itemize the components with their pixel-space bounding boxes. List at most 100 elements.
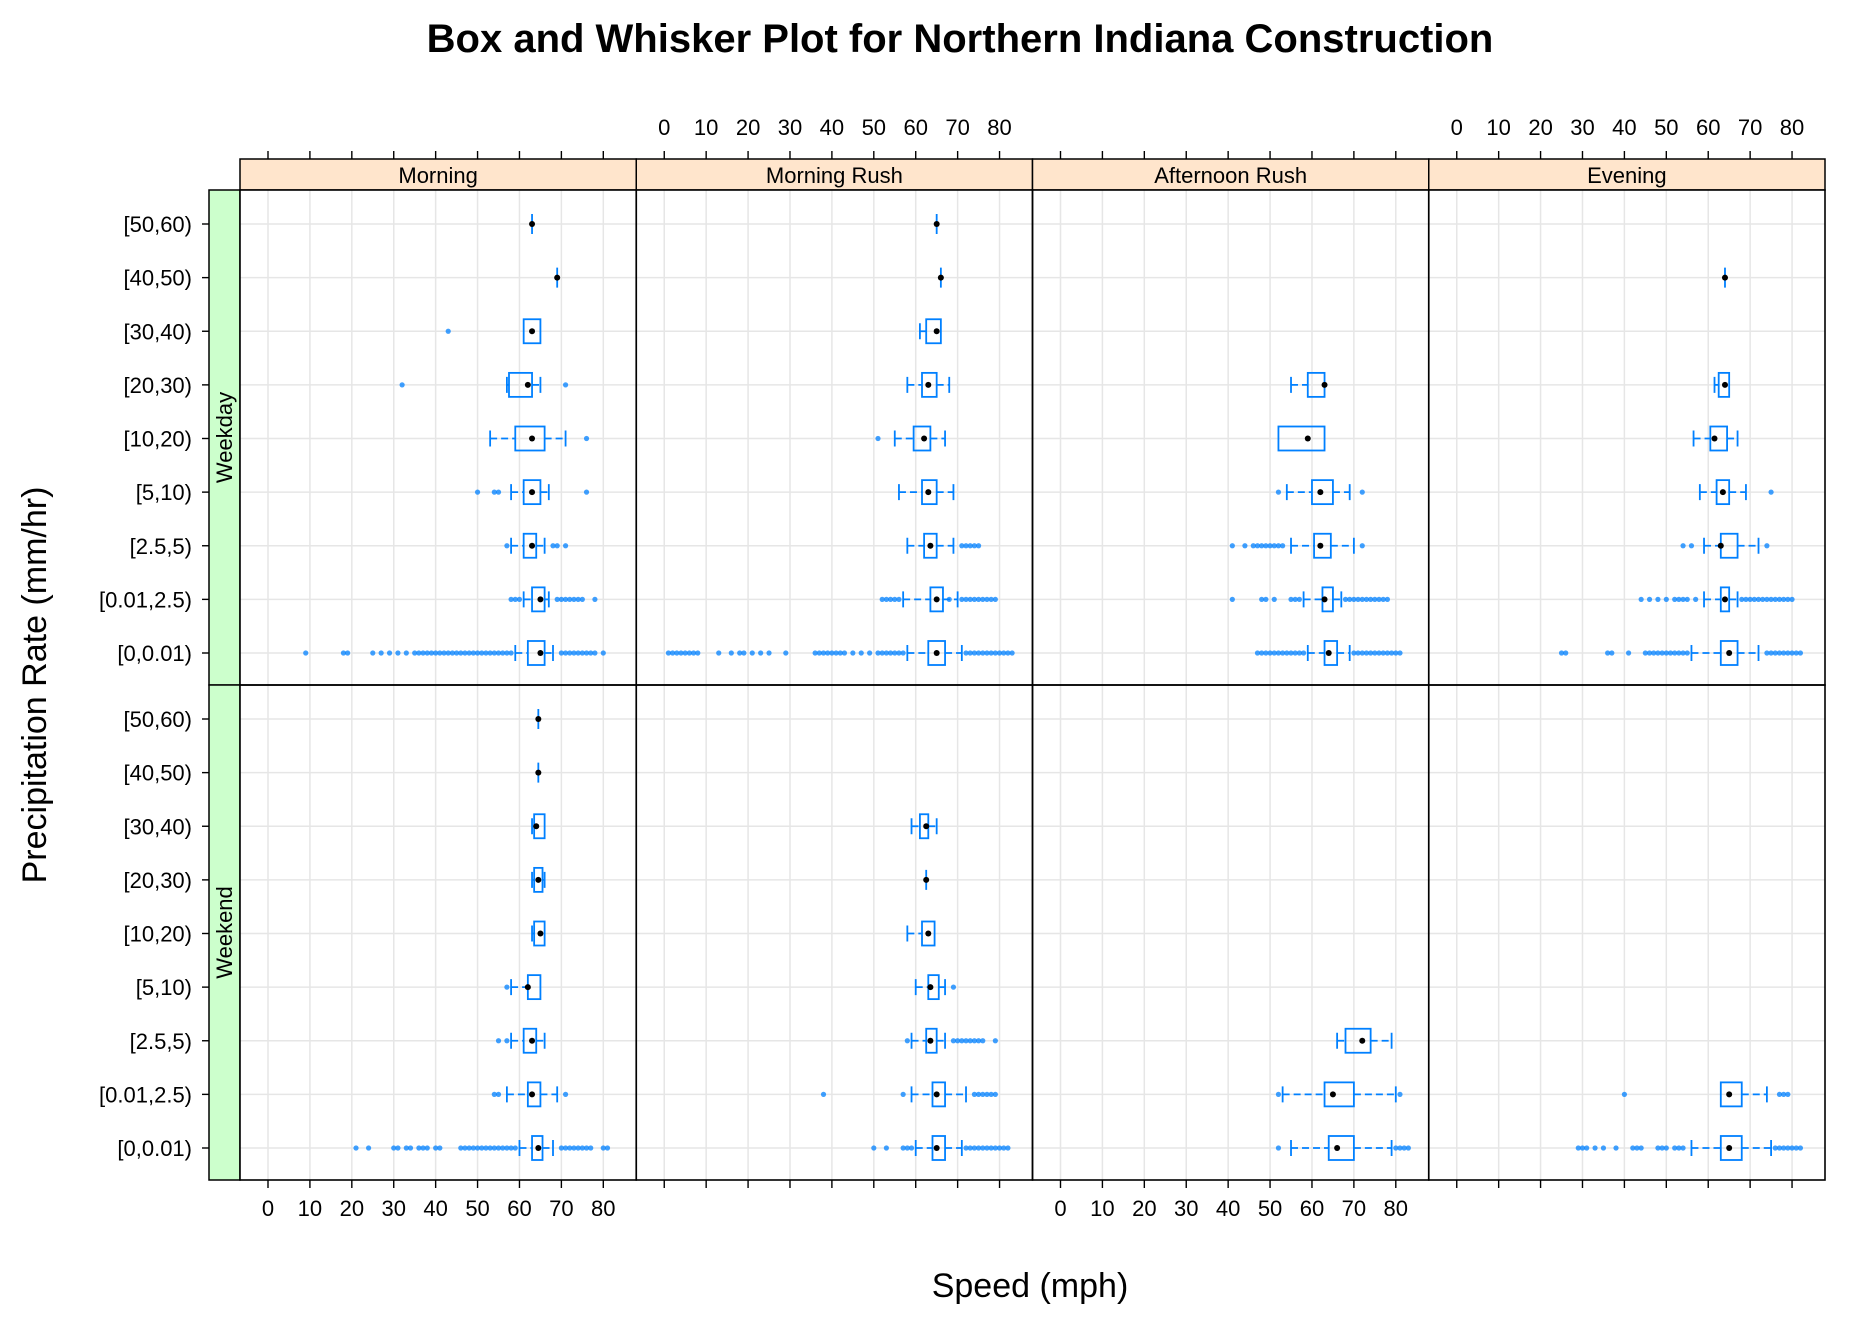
box-iqr — [921, 479, 938, 506]
outlier-point — [1009, 650, 1015, 656]
outlier-point — [984, 650, 990, 656]
median-dot — [1317, 542, 1324, 549]
x-axis-label: Speed (mph) — [932, 1267, 1129, 1305]
outlier-point — [495, 1145, 502, 1151]
x-tick-label-bottom: 60 — [507, 1196, 531, 1221]
box-iqr — [522, 1027, 538, 1054]
outlier-point — [420, 650, 426, 656]
outlier-point — [1743, 596, 1749, 602]
outlier-point — [1772, 596, 1778, 602]
outlier-point — [980, 596, 986, 602]
x-tick-label-top: 40 — [1612, 115, 1636, 140]
outlier-point — [583, 650, 590, 656]
outlier-point — [892, 650, 898, 656]
outlier-point — [1254, 650, 1261, 656]
outlier-point — [1638, 1145, 1644, 1151]
outlier-point — [1755, 596, 1762, 602]
outlier-point — [980, 650, 986, 656]
strip-label-evening: Evening — [1587, 163, 1667, 188]
outlier-point — [690, 650, 697, 656]
outlier-point — [571, 650, 577, 656]
box-iqr — [1719, 586, 1731, 613]
x-tick-label-bottom: 70 — [549, 1196, 573, 1221]
outlier-point — [1646, 596, 1653, 602]
outlier-point — [975, 1145, 982, 1151]
outlier-point — [887, 650, 894, 656]
outlier-point — [592, 650, 598, 656]
median-dot — [524, 984, 531, 991]
x-tick-label-bottom: 20 — [340, 1196, 364, 1221]
median-dot — [1334, 1145, 1341, 1151]
outlier-point — [1250, 543, 1256, 549]
panel-bg — [1032, 190, 1429, 685]
strip-morning-rush — [635, 158, 1034, 191]
outlier-point — [1363, 596, 1370, 602]
y-tick-label: [0,0.01) — [117, 641, 192, 666]
outlier-point — [1781, 1145, 1787, 1151]
outlier-point — [686, 650, 692, 656]
outlier-point — [1789, 650, 1795, 656]
outlier-point — [984, 596, 990, 602]
median-dot — [529, 435, 536, 442]
outlier-point — [491, 489, 497, 495]
outlier-point — [996, 650, 1003, 656]
outlier-point — [500, 650, 506, 656]
outlier-point — [1785, 650, 1791, 656]
box-iqr — [931, 1135, 946, 1161]
y-tick-label: [30,40) — [124, 319, 193, 344]
outlier-point — [1389, 650, 1395, 656]
outlier-point — [466, 1145, 472, 1151]
median-dot — [1721, 274, 1728, 281]
outlier-point — [967, 596, 973, 602]
median-dot — [1726, 1091, 1733, 1098]
outlier-point — [365, 1145, 372, 1151]
outlier-point — [812, 650, 818, 656]
outlier-point — [1342, 596, 1349, 602]
median-dot — [937, 274, 944, 281]
x-tick-label-top: 80 — [987, 115, 1011, 140]
outlier-point — [1368, 596, 1374, 602]
outlier-point — [1684, 650, 1690, 656]
outlier-point — [378, 650, 384, 656]
median-dot — [1321, 596, 1328, 603]
outlier-point — [988, 650, 994, 656]
outlier-point — [879, 596, 885, 602]
x-tick-label-bottom: 30 — [381, 1196, 405, 1221]
median-dot — [933, 1091, 940, 1098]
x-tick-label-top: 40 — [820, 115, 844, 140]
outlier-point — [512, 1145, 518, 1151]
y-tick-label: [20,30) — [124, 373, 193, 398]
outlier-point — [1263, 543, 1269, 549]
outlier-point — [988, 1091, 994, 1097]
outlier-point — [1772, 1145, 1778, 1151]
outlier-point — [420, 1145, 426, 1151]
outlier-point — [975, 1038, 982, 1044]
outlier-point — [1693, 596, 1699, 602]
outlier-point — [1363, 650, 1370, 656]
outlier-point — [575, 596, 581, 602]
strip-label-morning-rush: Morning Rush — [766, 163, 903, 188]
y-tick-label: [5,10) — [136, 975, 192, 1000]
outlier-point — [1676, 596, 1682, 602]
outlier-point — [1797, 1145, 1804, 1151]
strip-morning — [239, 158, 637, 191]
outlier-point — [1397, 1145, 1403, 1151]
box-iqr — [1719, 1081, 1743, 1108]
outlier-point — [963, 596, 969, 602]
outlier-point — [474, 1145, 481, 1151]
box-iqr — [929, 586, 944, 613]
outlier-point — [1296, 596, 1302, 602]
outlier-point — [428, 650, 435, 656]
median-dot — [933, 596, 940, 603]
outlier-point — [867, 650, 873, 656]
outlier-point — [1667, 650, 1674, 656]
outlier-point — [433, 1145, 439, 1151]
outlier-point — [303, 650, 309, 656]
median-dot — [1329, 1091, 1336, 1098]
outlier-point — [508, 650, 514, 656]
median-dot — [933, 650, 940, 656]
outlier-point — [1600, 1145, 1607, 1151]
outlier-point — [1625, 650, 1632, 656]
x-tick-label-top: 30 — [778, 115, 802, 140]
outlier-point — [504, 984, 510, 990]
